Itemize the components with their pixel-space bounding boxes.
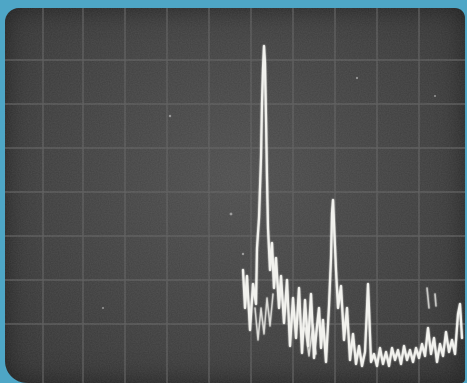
screen-noise <box>5 8 465 383</box>
oscilloscope-screen <box>5 8 465 383</box>
signal-trace <box>241 44 464 368</box>
oscilloscope-display <box>5 8 465 383</box>
screen-specks <box>102 76 436 309</box>
